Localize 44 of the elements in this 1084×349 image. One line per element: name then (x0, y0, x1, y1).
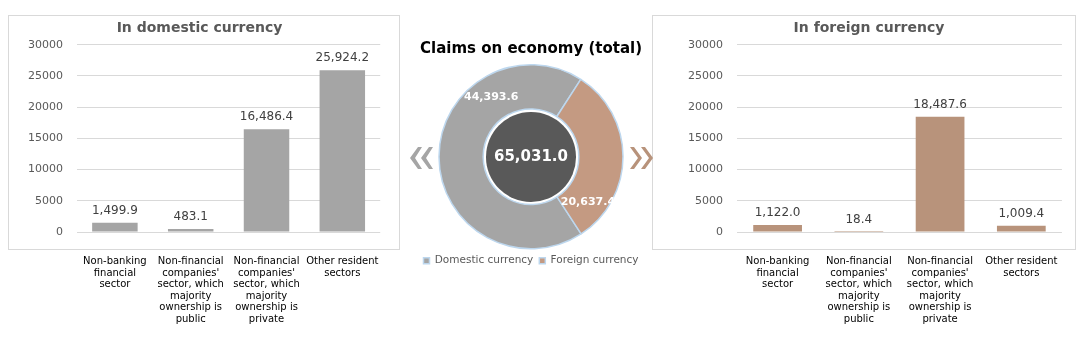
y-tick-label: 15000 (27, 131, 63, 145)
x-tick-label: Other resident sectors (985, 255, 1058, 278)
bar (996, 225, 1046, 232)
data-label: 1,499.9 (91, 202, 138, 217)
x-tick-label: Non-financial companies' sector, which majority ownership is private (233, 255, 300, 324)
y-tick-label: 25000 (687, 68, 723, 82)
y-tick-label: 25000 (27, 68, 63, 82)
text: 65,031.0 (493, 146, 569, 165)
data-label: 18.4 (845, 212, 873, 227)
y-tick-label: 0 (715, 224, 723, 238)
data-label: 1,122.0 (754, 205, 801, 220)
y-tick-label: 15000 (687, 131, 723, 145)
bar (319, 70, 366, 232)
x-tick-label: Non-banking financial sector (745, 255, 810, 290)
y-tick-label: 10000 (27, 162, 63, 176)
chart-title: Claims on economy (total) (419, 38, 643, 57)
data-label: 483.1 (173, 209, 208, 224)
y-tick-label: 5000 (694, 193, 723, 207)
chart-title: In domestic currency (116, 19, 283, 36)
bar (167, 228, 214, 232)
data-label: 44,393.6 (464, 89, 519, 103)
x-tick-label: Non-financial companies' sector, which majority ownership is private (906, 255, 974, 324)
data-label: 25,924.2 (315, 50, 370, 65)
x-tick-label: Other resident sectors (306, 255, 379, 278)
bar (753, 225, 802, 232)
data-label: 16,486.4 (239, 109, 294, 124)
y-tick-label: 20000 (27, 100, 63, 114)
x-tick-label: Non-financial companies' sector, which majority ownership is public (157, 255, 224, 324)
bar (92, 222, 138, 232)
y-tick-label: 10000 (687, 162, 723, 176)
x-tick-label: Non-banking financial sector (83, 255, 147, 290)
y-tick-label: 30000 (27, 37, 63, 51)
legend-label: Domestic currency (434, 253, 534, 266)
bar (915, 116, 965, 232)
data-label: 1,009.4 (998, 205, 1045, 220)
legend-label: Foreign currency (550, 253, 639, 266)
chart-title: In foreign currency (793, 19, 945, 36)
y-tick-label: 30000 (687, 37, 723, 51)
x-tick-label: Non-financial companies' sector, which majority ownership is public (825, 255, 893, 324)
y-tick-label: 0 (55, 224, 63, 238)
bar (243, 129, 290, 232)
y-tick-label: 20000 (687, 100, 723, 114)
data-label: 18,487.6 (913, 96, 967, 111)
y-tick-label: 5000 (34, 193, 63, 207)
